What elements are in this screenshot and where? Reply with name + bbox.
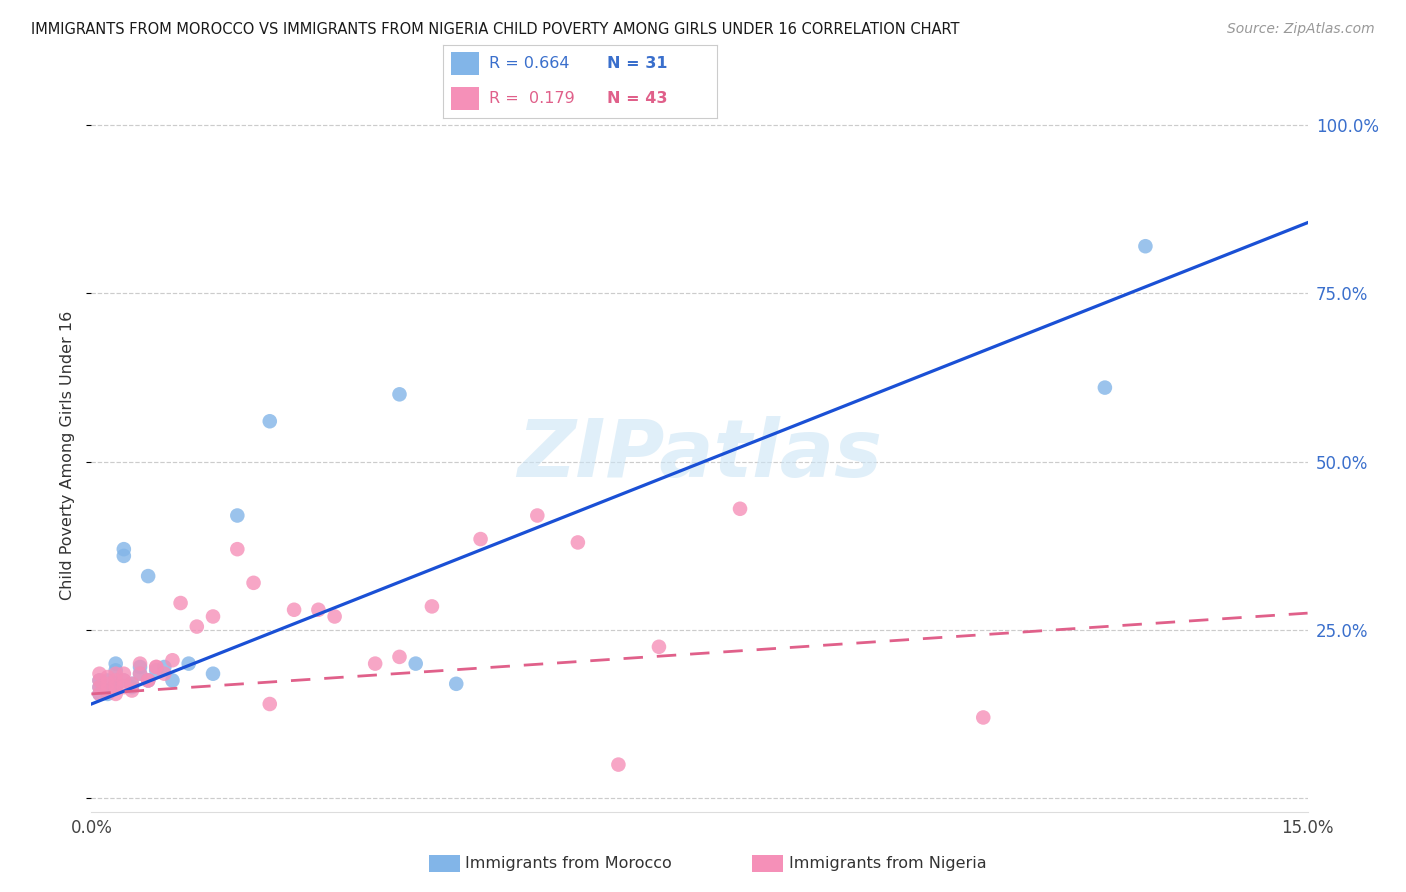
Point — [145, 660, 167, 674]
Point — [121, 683, 143, 698]
Point — [136, 673, 159, 688]
Point — [420, 599, 443, 614]
Point — [388, 387, 411, 401]
Point — [153, 666, 176, 681]
Point — [388, 649, 411, 664]
Bar — [451, 87, 478, 111]
Point — [607, 757, 630, 772]
Point — [136, 569, 159, 583]
Point — [89, 673, 111, 688]
Y-axis label: Child Poverty Among Girls Under 16: Child Poverty Among Girls Under 16 — [60, 310, 76, 599]
Point — [444, 677, 467, 691]
Point — [129, 657, 152, 671]
Point — [89, 666, 111, 681]
Point — [112, 673, 135, 688]
Text: Immigrants from Nigeria: Immigrants from Nigeria — [789, 856, 987, 871]
Point — [259, 697, 281, 711]
Point — [259, 414, 281, 428]
Point — [121, 680, 143, 694]
Point — [97, 683, 120, 698]
Point — [129, 660, 152, 674]
Point — [202, 666, 225, 681]
Text: ZIPatlas: ZIPatlas — [517, 416, 882, 494]
Point — [104, 664, 127, 678]
Point — [226, 542, 249, 557]
Bar — [451, 52, 478, 75]
Point — [186, 619, 208, 633]
Point — [104, 680, 127, 694]
Point — [1135, 239, 1157, 253]
Point — [97, 673, 120, 688]
Point — [307, 603, 329, 617]
Point — [121, 677, 143, 691]
Point — [112, 542, 135, 557]
Point — [728, 501, 751, 516]
Text: Immigrants from Morocco: Immigrants from Morocco — [465, 856, 672, 871]
Point — [104, 677, 127, 691]
Point — [89, 687, 111, 701]
Point — [112, 680, 135, 694]
Point — [145, 660, 167, 674]
Point — [104, 657, 127, 671]
Text: R =  0.179: R = 0.179 — [489, 91, 575, 106]
Text: IMMIGRANTS FROM MOROCCO VS IMMIGRANTS FROM NIGERIA CHILD POVERTY AMONG GIRLS UND: IMMIGRANTS FROM MOROCCO VS IMMIGRANTS FR… — [31, 22, 959, 37]
Point — [972, 710, 994, 724]
Point — [104, 666, 127, 681]
Point — [97, 687, 120, 701]
Point — [112, 549, 135, 563]
Point — [364, 657, 387, 671]
Point — [136, 673, 159, 688]
Point — [129, 666, 152, 681]
Point — [226, 508, 249, 523]
Point — [162, 673, 184, 688]
Point — [89, 673, 111, 688]
Point — [526, 508, 548, 523]
Point — [470, 532, 492, 546]
Point — [153, 660, 176, 674]
Text: N = 43: N = 43 — [607, 91, 668, 106]
Point — [104, 687, 127, 701]
Point — [162, 653, 184, 667]
Point — [242, 575, 264, 590]
Point — [97, 670, 120, 684]
Point — [104, 673, 127, 688]
Point — [283, 603, 305, 617]
Point — [323, 609, 346, 624]
Point — [112, 666, 135, 681]
Point — [145, 664, 167, 678]
Point — [121, 677, 143, 691]
Text: R = 0.664: R = 0.664 — [489, 56, 569, 71]
Point — [202, 609, 225, 624]
Point — [89, 680, 111, 694]
Point — [104, 680, 127, 694]
Point — [97, 677, 120, 691]
Point — [97, 683, 120, 698]
Point — [169, 596, 191, 610]
Point — [177, 657, 200, 671]
Text: Source: ZipAtlas.com: Source: ZipAtlas.com — [1227, 22, 1375, 37]
Point — [648, 640, 671, 654]
Point — [136, 673, 159, 688]
Point — [89, 680, 111, 694]
Point — [89, 687, 111, 701]
Point — [405, 657, 427, 671]
Point — [129, 666, 152, 681]
Text: N = 31: N = 31 — [607, 56, 668, 71]
Point — [1094, 381, 1116, 395]
Point — [567, 535, 589, 549]
Point — [112, 673, 135, 688]
